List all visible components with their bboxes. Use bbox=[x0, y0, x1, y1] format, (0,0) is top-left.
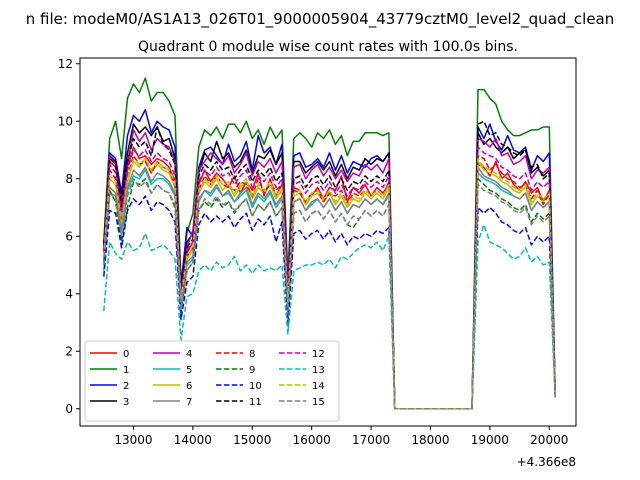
y-tick-label: 4 bbox=[65, 287, 73, 301]
x-axis-offset-label: +4.366e8 bbox=[517, 455, 576, 469]
chart-title: Quadrant 0 module wise count rates with … bbox=[138, 39, 518, 55]
legend-label-6: 6 bbox=[186, 381, 192, 392]
legend-label-3: 3 bbox=[123, 397, 129, 408]
x-tick-label: 18000 bbox=[411, 433, 449, 447]
legend-label-5: 5 bbox=[186, 365, 192, 376]
legend-label-15: 15 bbox=[312, 397, 325, 408]
x-tick-label: 19000 bbox=[471, 433, 509, 447]
y-tick-label: 6 bbox=[65, 229, 73, 243]
x-tick-label: 20000 bbox=[530, 433, 568, 447]
y-tick-label: 0 bbox=[65, 402, 73, 416]
legend-label-7: 7 bbox=[186, 397, 192, 408]
x-tick-label: 17000 bbox=[352, 433, 390, 447]
legend-label-2: 2 bbox=[123, 381, 129, 392]
legend-label-14: 14 bbox=[312, 381, 325, 392]
x-tick-label: 16000 bbox=[293, 433, 331, 447]
x-tick-label: 13000 bbox=[114, 433, 152, 447]
legend-label-8: 8 bbox=[249, 349, 255, 360]
y-tick-label: 12 bbox=[58, 57, 73, 71]
legend-label-12: 12 bbox=[312, 349, 325, 360]
legend-label-9: 9 bbox=[249, 365, 255, 376]
legend-label-11: 11 bbox=[249, 397, 262, 408]
y-tick-label: 2 bbox=[65, 344, 73, 358]
legend-label-13: 13 bbox=[312, 365, 325, 376]
legend-label-4: 4 bbox=[186, 349, 192, 360]
x-tick-label: 14000 bbox=[174, 433, 212, 447]
legend-label-1: 1 bbox=[123, 365, 129, 376]
y-tick-label: 10 bbox=[58, 114, 73, 128]
y-tick-label: 8 bbox=[65, 172, 73, 186]
x-tick-label: 15000 bbox=[233, 433, 271, 447]
legend-label-10: 10 bbox=[249, 381, 262, 392]
figure-suptitle: n file: modeM0/AS1A13_026T01_9000005904_… bbox=[26, 10, 615, 29]
legend-label-0: 0 bbox=[123, 349, 129, 360]
